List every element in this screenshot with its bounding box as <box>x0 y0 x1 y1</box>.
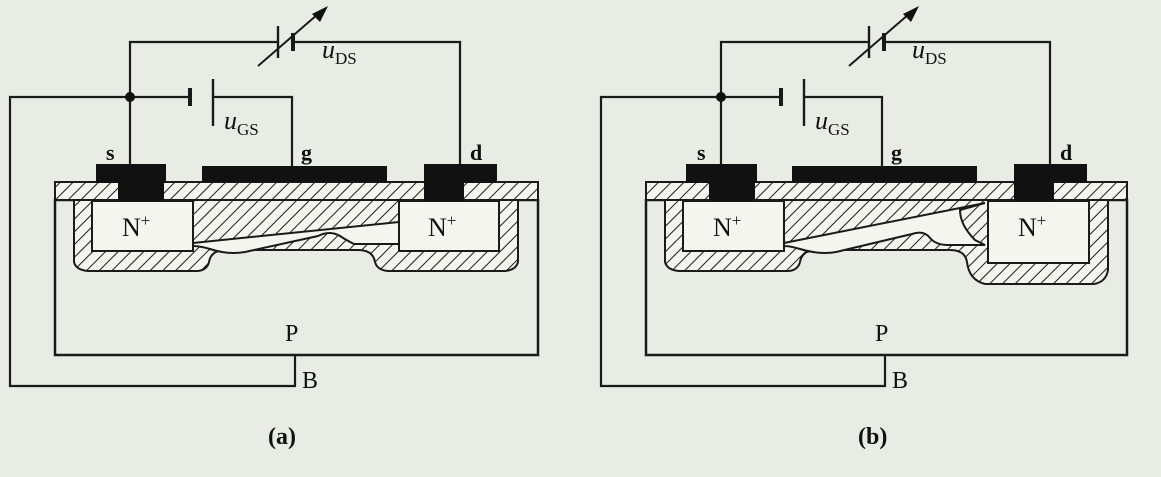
wire-drain-top <box>884 40 1052 164</box>
uds-label: uDS <box>322 35 357 68</box>
p-label: P <box>875 321 888 347</box>
source-contact-cap <box>96 164 166 183</box>
wire-source-top <box>128 40 278 164</box>
gate-label: g <box>891 140 902 165</box>
ugs-label: uGS <box>815 106 850 139</box>
wire-gate <box>213 95 294 166</box>
ugs-label: uGS <box>224 106 259 139</box>
wire-body-loop <box>599 95 887 388</box>
uds-label: uDS <box>912 35 947 68</box>
n-plus-left-label: N+ <box>122 211 150 242</box>
wire-source-top <box>719 40 869 164</box>
caption-b: (b) <box>858 424 887 450</box>
drain-contact <box>424 182 464 201</box>
p-label: P <box>285 321 298 347</box>
wire-gate <box>804 95 884 166</box>
junction-dot <box>125 92 135 102</box>
diagram-b: uDS uGS s g d N+ N+ P B (b) <box>599 6 1129 450</box>
gate-electrode <box>202 166 387 182</box>
n-plus-right-label: N+ <box>1018 211 1046 242</box>
battery-ds-arrowhead <box>312 6 328 22</box>
drain-contact-cap <box>424 164 497 183</box>
channel-region <box>192 220 400 254</box>
n-plus-source <box>91 200 194 252</box>
source-contact <box>118 182 164 201</box>
drain-label: d <box>1060 140 1072 165</box>
source-contact-cap <box>686 164 757 183</box>
gate-electrode <box>792 166 977 182</box>
drain-contact <box>1014 182 1054 201</box>
battery-ds-arrow <box>257 13 319 67</box>
b-label: B <box>302 368 318 394</box>
n-plus-left-label: N+ <box>713 211 741 242</box>
drain-contact-cap <box>1014 164 1087 183</box>
wire-body-loop <box>8 95 297 388</box>
b-label: B <box>892 368 908 394</box>
source-label: s <box>697 140 706 165</box>
n-plus-right-label: N+ <box>428 211 456 242</box>
source-label: s <box>106 140 115 165</box>
battery-ds-arrowhead <box>903 6 919 22</box>
diagram-a: uDS uGS s g d N+ N+ P B (a) <box>8 6 540 450</box>
wire-drain-top <box>293 40 462 164</box>
gate-label: g <box>301 140 312 165</box>
channel-region <box>783 202 986 254</box>
source-contact <box>709 182 755 201</box>
caption-a: (a) <box>268 424 296 450</box>
n-plus-source <box>682 200 785 252</box>
drain-label: d <box>470 140 482 165</box>
junction-dot <box>716 92 726 102</box>
battery-ds-arrow <box>848 13 910 67</box>
